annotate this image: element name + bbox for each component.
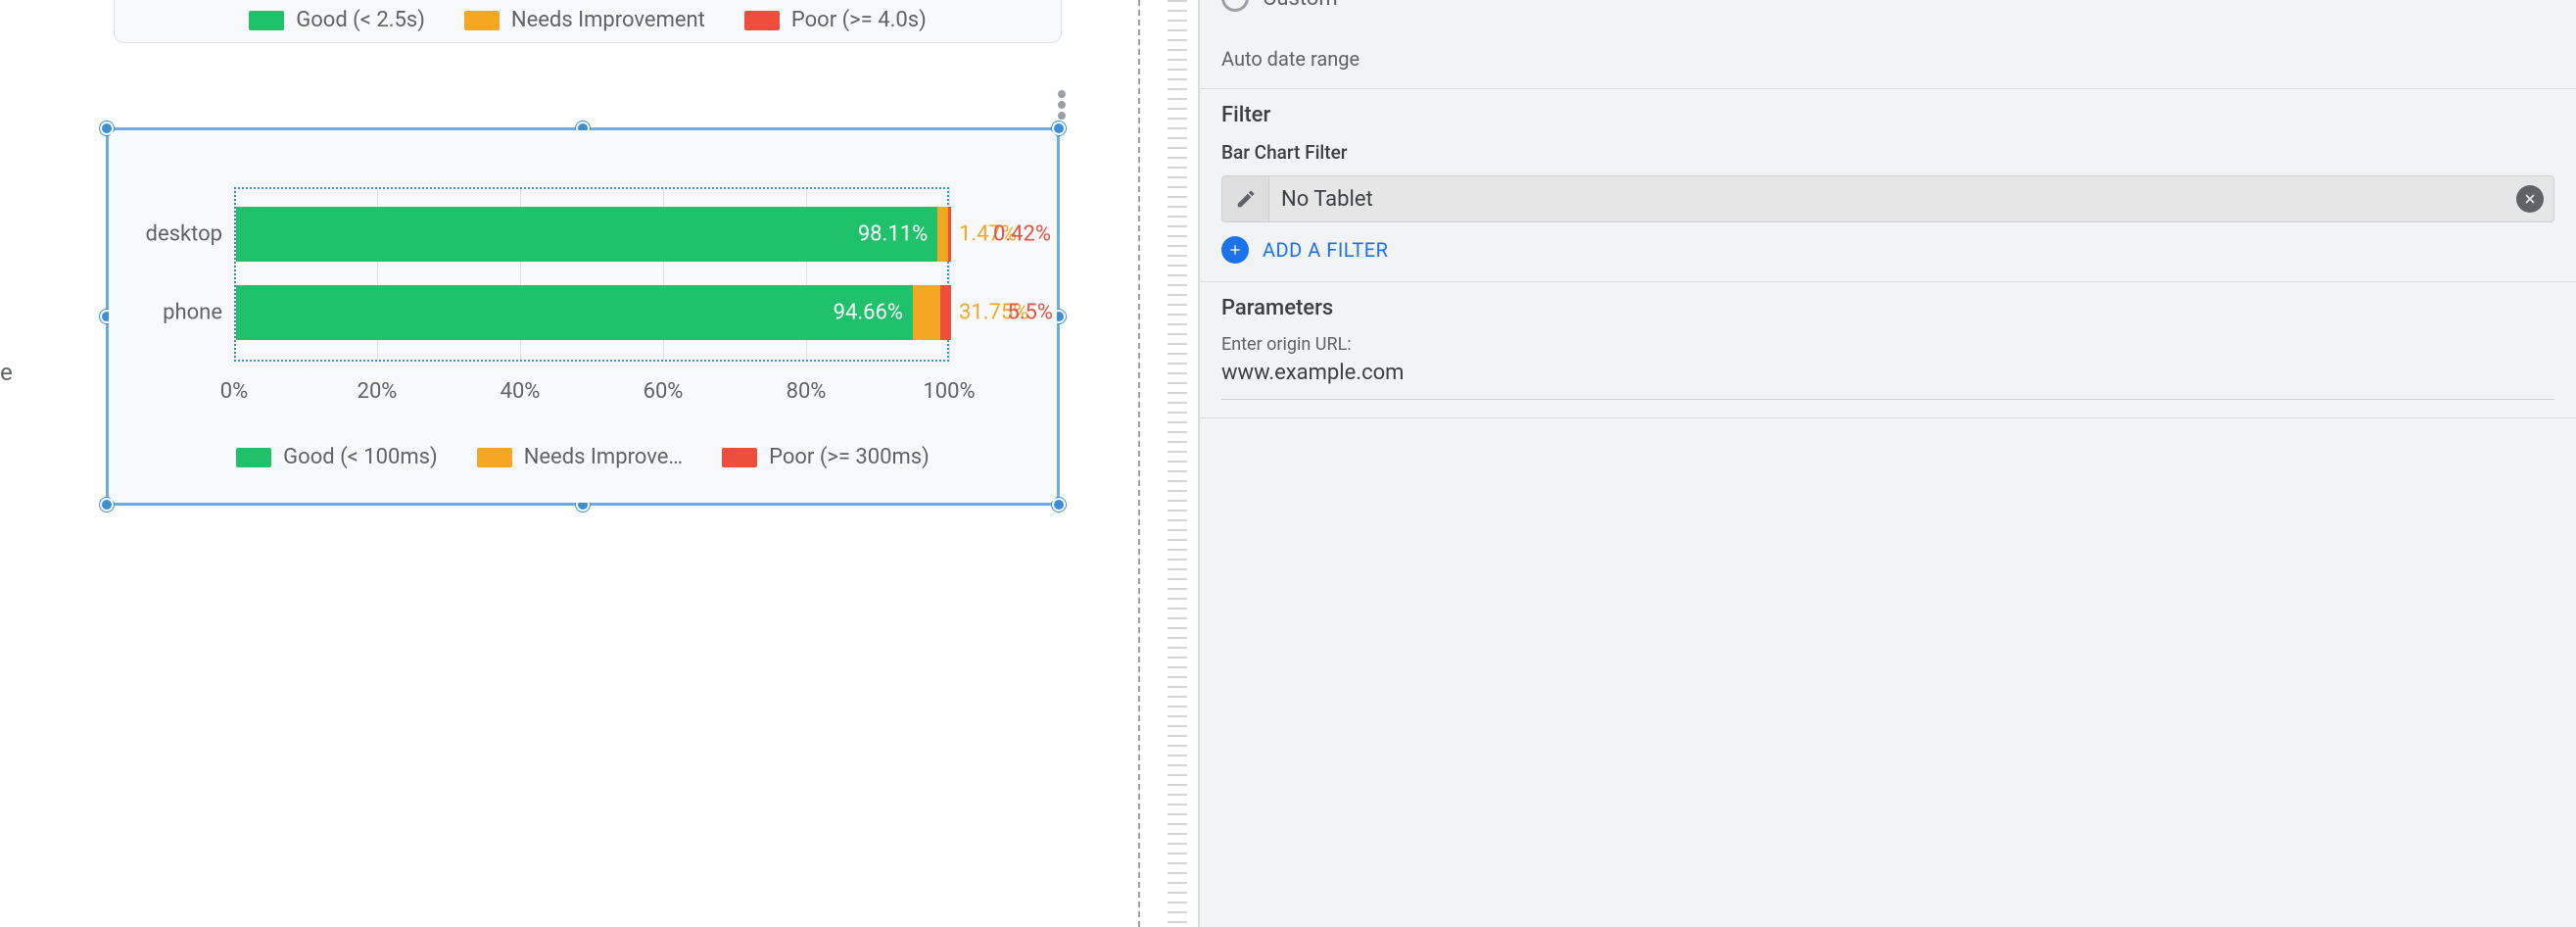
date-range-custom-label: Custom: [1263, 0, 1338, 11]
y-axis-label-phone: phone: [163, 301, 222, 325]
x-axis-tick: 40%: [501, 379, 541, 404]
legend-label-good: Good (< 2.5s): [296, 8, 425, 32]
x-axis-tick: 80%: [787, 379, 827, 404]
filter-chip-no-tablet[interactable]: No Tablet: [1221, 175, 2554, 222]
add-icon: [1221, 236, 1249, 264]
chart-more-menu-icon[interactable]: [1050, 88, 1073, 122]
parameter-value-input[interactable]: www.example.com: [1221, 361, 2554, 391]
legend-swatch-good: [249, 11, 284, 30]
legend-item-needs-improvement: Needs Improvement: [464, 8, 705, 32]
legend-swatch-needs-improvement: [464, 11, 500, 30]
resize-handle-se[interactable]: [1052, 498, 1066, 512]
chart-plot-area[interactable]: desktop 98.11% 1.47% 0.42%: [234, 187, 949, 362]
bar-row-phone[interactable]: phone 94.66% 31.75% 5.5%: [236, 285, 951, 340]
legend-swatch-poor-icon: [722, 448, 757, 467]
bar-segment-phone-good[interactable]: 94.66%: [236, 285, 913, 340]
properties-panel: Custom Auto date range Filter Bar Chart …: [1199, 0, 2576, 927]
parameter-label: Enter origin URL:: [1221, 334, 2554, 355]
bar-value-desktop-poor: 0.42%: [993, 222, 1051, 247]
bar-segment-desktop-good[interactable]: 98.11%: [236, 207, 937, 262]
legend-swatch-poor: [744, 11, 780, 30]
remove-filter-icon[interactable]: [2516, 185, 2544, 213]
legend-label-needs-improvement: Needs Improvement: [511, 8, 705, 32]
bar-value-phone-good: 94.66%: [834, 301, 903, 325]
bar-chart-card: desktop 98.11% 1.47% 0.42%: [109, 130, 1057, 503]
bar-value-phone-poor: 5.5%: [1007, 301, 1053, 325]
upper-chart-legend-card: Good (< 2.5s) Needs Improvement Poor (>=…: [114, 0, 1062, 43]
legend-label-poor: Poor (>= 4.0s): [791, 8, 927, 32]
legend-item-poor: Poor (>= 4.0s): [744, 8, 927, 32]
upper-chart-legend-row: Good (< 2.5s) Needs Improvement Poor (>=…: [115, 8, 1061, 32]
x-axis-tick: 100%: [923, 379, 975, 404]
legend-item-good: Good (< 2.5s): [249, 8, 425, 32]
chart-legend-row: Good (< 100ms) Needs Improve… Poor (>= 3…: [109, 445, 1057, 469]
bar-value-desktop-good: 98.11%: [858, 222, 928, 247]
report-canvas[interactable]: e Good (< 2.5s) Needs Improvement Poor (…: [0, 0, 1138, 927]
add-filter-button[interactable]: ADD A FILTER: [1221, 236, 2554, 264]
y-axis-label-desktop: desktop: [146, 222, 222, 247]
legend-swatch-ni-icon: [477, 448, 512, 467]
bar-segment-desktop-needs-improvement[interactable]: [937, 207, 948, 262]
bar-overflow-labels-desktop: 1.47% 0.42%: [959, 222, 1051, 247]
bar-row-desktop[interactable]: desktop 98.11% 1.47% 0.42%: [236, 207, 951, 262]
filter-section: Filter Bar Chart Filter No Tablet ADD A …: [1200, 89, 2576, 281]
legend-item-needs-improvement[interactable]: Needs Improve…: [477, 445, 683, 469]
radio-unchecked-icon[interactable]: [1221, 0, 1249, 12]
legend-label-good: Good (< 100ms): [283, 445, 438, 469]
bar-segment-phone-poor[interactable]: 31.75% 5.5%: [940, 285, 951, 340]
selected-chart-frame[interactable]: desktop 98.11% 1.47% 0.42%: [106, 127, 1060, 506]
legend-item-poor[interactable]: Poor (>= 300ms): [722, 445, 930, 469]
filter-section-heading: Filter: [1221, 103, 2554, 127]
legend-label-poor: Poor (>= 300ms): [769, 445, 930, 469]
vertical-ruler: [1138, 0, 1199, 927]
add-filter-label: ADD A FILTER: [1263, 238, 1388, 262]
parameter-underline: [1221, 399, 2554, 400]
filter-chip-label: No Tablet: [1269, 187, 2516, 212]
edit-filter-icon[interactable]: [1222, 176, 1269, 221]
legend-item-good[interactable]: Good (< 100ms): [236, 445, 438, 469]
parameters-section: Parameters Enter origin URL: www.example…: [1200, 282, 2576, 417]
filter-subheading: Bar Chart Filter: [1221, 141, 2554, 164]
bar-overflow-labels-phone: 31.75% 5.5%: [959, 301, 1053, 325]
date-range-custom-radio-row[interactable]: Custom: [1221, 0, 2554, 12]
bar-segment-phone-needs-improvement[interactable]: [913, 285, 940, 340]
x-axis: 0%20%40%60%80%100%: [234, 371, 949, 407]
legend-label-needs-improvement: Needs Improve…: [524, 445, 683, 469]
parameters-heading: Parameters: [1221, 296, 2554, 320]
x-axis-tick: 0%: [220, 379, 248, 404]
x-axis-tick: 60%: [644, 379, 684, 404]
legend-swatch-good-icon: [236, 448, 271, 467]
cropped-text-fragment: e: [0, 359, 13, 386]
bar-segment-desktop-poor[interactable]: 1.47% 0.42%: [948, 207, 951, 262]
date-range-section: Custom Auto date range: [1200, 0, 2576, 88]
x-axis-tick: 20%: [358, 379, 398, 404]
auto-date-range-text[interactable]: Auto date range: [1221, 47, 2554, 71]
